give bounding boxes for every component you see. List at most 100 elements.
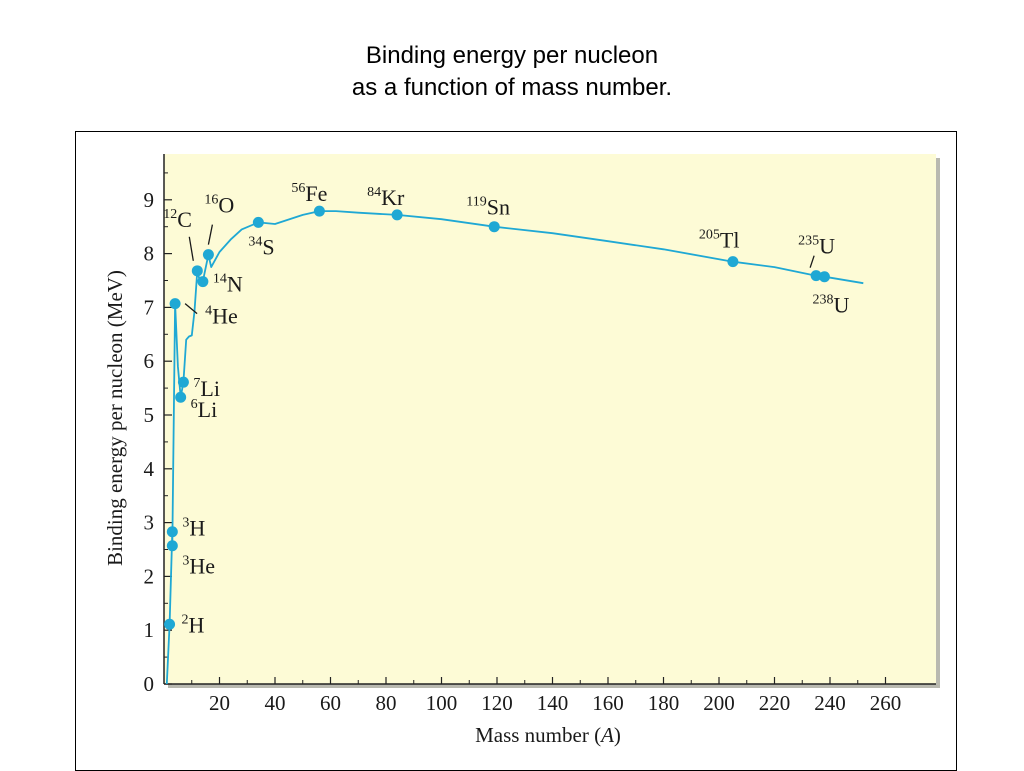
nuclide-point-4he [169,298,181,310]
nuclide-point-56fe [313,205,325,217]
label-leader-line [188,236,194,261]
x-tick-label: 160 [592,691,624,715]
nuclide-label-3h: 3H [182,516,205,541]
nuclide-symbol: N [227,272,243,297]
nuclide-label-238u: 238U [812,293,849,318]
plot-area [164,154,940,688]
x-axis-title: Mass number (A) [475,723,621,747]
plot-background [164,154,936,684]
nuclide-symbol: Li [198,397,218,422]
nuclide-symbol: Fe [305,181,327,206]
nuclide-mass-number: 235 [798,234,819,249]
y-tick-label: 8 [144,242,155,266]
nuclide-label-7li: 7Li [193,376,220,401]
nuclide-label-235u: 235U [798,234,835,259]
nuclide-mass-number: 14 [213,272,227,287]
y-tick-label: 5 [144,403,155,427]
x-tick-label: 140 [537,691,569,715]
y-tick-label: 4 [144,457,155,481]
nuclide-label-119sn: 119Sn [466,195,510,220]
nuclide-label-4he: 4He [205,304,238,329]
nuclide-point-34s [252,216,264,228]
nuclide-mass-number: 34 [248,234,262,249]
y-axis-title: Binding energy per nucleon (MeV) [103,270,127,566]
nuclide-label-84kr: 84Kr [367,185,405,210]
y-tick-label: 1 [144,618,155,642]
y-tick-label: 6 [144,349,155,373]
nuclide-point-16o [202,249,214,261]
nuclide-label-34s: 34S [248,234,274,259]
nuclide-symbol: S [262,234,274,259]
y-tick-label: 2 [144,564,155,588]
nuclide-mass-number: 3 [182,554,189,569]
nuclide-mass-number: 2 [182,612,189,627]
nuclide-label-12c: 12C [163,207,192,232]
x-tick-label: 200 [703,691,735,715]
x-tick-label: 220 [759,691,791,715]
x-tick-label: 60 [320,691,341,715]
nuclide-point-238u [818,271,830,283]
nuclide-symbol: H [189,612,205,637]
nuclide-label-205tl: 205Tl [699,228,740,253]
nuclide-symbol: Tl [720,228,740,253]
y-tick-label: 9 [144,188,155,212]
x-axis-title-end: ) [614,723,621,747]
nuclide-symbol: U [833,293,849,318]
nuclide-label-56fe: 56Fe [291,181,327,206]
nuclide-mass-number: 119 [466,195,486,210]
nuclide-point-6li [175,391,187,403]
slide-title: Binding energy per nucleon as a function… [0,40,1024,104]
x-tick-label: 80 [376,691,397,715]
nuclide-point-2h [164,618,176,630]
nuclide-point-119sn [488,221,500,233]
nuclide-mass-number: 12 [163,207,177,222]
nuclide-point-205tl [727,256,739,268]
slide-title-line-2: as a function of mass number. [351,74,673,101]
y-tick-label: 3 [144,511,155,535]
nuclide-symbol: Li [200,376,220,401]
nuclide-point-7li [177,376,189,388]
nuclide-point-235u [810,270,822,282]
label-leader-line [809,255,815,268]
x-tick-label: 120 [481,691,513,715]
nuclide-symbol: Kr [381,185,405,210]
nuclide-mass-number: 205 [699,228,720,243]
nuclide-mass-number: 84 [367,185,381,200]
nuclide-mass-number: 238 [812,293,833,308]
x-tick-label: 40 [265,691,286,715]
slide-title-line-1: Binding energy per nucleon [365,42,659,69]
nuclide-point-3h [166,526,178,538]
nuclide-label-2h: 2H [182,612,205,637]
nuclide-mass-number: 56 [291,181,305,196]
x-tick-label: 180 [648,691,680,715]
nuclide-mass-number: 3 [182,516,189,531]
nuclide-mass-number: 7 [193,376,200,391]
x-tick-label: 260 [870,691,902,715]
nuclide-mass-number: 16 [204,193,218,208]
x-axis-title-main: Mass number ( [475,723,601,747]
x-tick-label: 100 [426,691,458,715]
x-axis-title-variable: A [599,723,614,747]
label-leader-line [184,303,198,315]
nuclide-symbol: H [189,516,205,541]
nuclide-symbol: U [819,234,835,259]
nuclide-label-6li: 6Li [191,397,218,422]
nuclide-label-14n: 14N [213,272,243,297]
nuclide-point-14n [197,276,209,288]
nuclide-mass-number: 6 [191,397,198,412]
y-tick-label: 7 [144,295,155,319]
nuclide-symbol: He [212,304,238,329]
nuclide-symbol: O [218,193,234,218]
nuclide-symbol: C [177,207,192,232]
nuclide-point-12c [191,265,203,277]
nuclide-label-16o: 16O [204,193,234,218]
points-group [164,205,830,630]
nuclide-mass-number: 4 [205,304,212,319]
nuclide-symbol: Sn [487,195,510,220]
x-tick-label: 240 [814,691,846,715]
label-leader-line [207,224,214,245]
nuclide-symbol: He [189,554,215,579]
